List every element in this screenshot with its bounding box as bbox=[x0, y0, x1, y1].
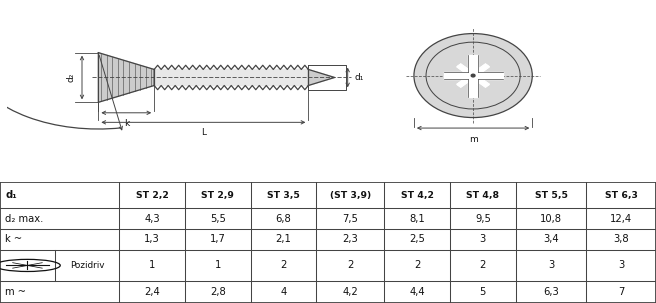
Text: 9,5: 9,5 bbox=[475, 214, 491, 224]
Polygon shape bbox=[98, 53, 154, 102]
Text: 2,5: 2,5 bbox=[409, 234, 425, 245]
Text: ST 4,2: ST 4,2 bbox=[401, 191, 434, 200]
Text: ST 3,5: ST 3,5 bbox=[267, 191, 300, 200]
Text: d₂ max.: d₂ max. bbox=[5, 214, 43, 224]
Polygon shape bbox=[457, 64, 489, 87]
Text: 1: 1 bbox=[149, 260, 155, 271]
Text: k ~: k ~ bbox=[5, 234, 22, 245]
Text: 2: 2 bbox=[280, 260, 287, 271]
Polygon shape bbox=[308, 69, 335, 85]
Text: 2,3: 2,3 bbox=[342, 234, 358, 245]
Polygon shape bbox=[468, 55, 478, 97]
Text: 3,4: 3,4 bbox=[543, 234, 559, 245]
Text: 5,5: 5,5 bbox=[210, 214, 226, 224]
Text: d₂: d₂ bbox=[66, 73, 75, 82]
Text: 4: 4 bbox=[280, 287, 287, 297]
Text: Pozidriv: Pozidriv bbox=[70, 261, 104, 270]
Circle shape bbox=[471, 74, 475, 77]
Text: 3: 3 bbox=[618, 260, 625, 271]
Text: 3: 3 bbox=[480, 234, 486, 245]
Polygon shape bbox=[457, 64, 489, 87]
Text: 4,2: 4,2 bbox=[342, 287, 358, 297]
Circle shape bbox=[426, 42, 520, 109]
Text: 6,3: 6,3 bbox=[543, 287, 559, 297]
Text: 5: 5 bbox=[480, 287, 486, 297]
Text: 2,4: 2,4 bbox=[144, 287, 160, 297]
Text: L: L bbox=[201, 128, 206, 137]
Text: 6,8: 6,8 bbox=[276, 214, 291, 224]
Text: 3,8: 3,8 bbox=[613, 234, 629, 245]
Text: 8,1: 8,1 bbox=[409, 214, 425, 224]
Text: 2,1: 2,1 bbox=[276, 234, 291, 245]
Text: 3: 3 bbox=[548, 260, 554, 271]
Circle shape bbox=[414, 34, 532, 118]
Text: ST 4,8: ST 4,8 bbox=[466, 191, 499, 200]
Text: m ~: m ~ bbox=[5, 287, 26, 297]
Polygon shape bbox=[457, 64, 489, 87]
Text: d₁: d₁ bbox=[5, 190, 17, 200]
Text: 4,4: 4,4 bbox=[409, 287, 425, 297]
Polygon shape bbox=[457, 64, 489, 87]
Text: 12,4: 12,4 bbox=[610, 214, 632, 224]
Text: 10,8: 10,8 bbox=[540, 214, 562, 224]
Text: ST 2,2: ST 2,2 bbox=[136, 191, 169, 200]
Text: 1,3: 1,3 bbox=[144, 234, 160, 245]
Text: ST 5,5: ST 5,5 bbox=[535, 191, 567, 200]
Text: 1: 1 bbox=[215, 260, 221, 271]
Text: 2: 2 bbox=[347, 260, 354, 271]
Text: 7,5: 7,5 bbox=[342, 214, 358, 224]
Text: ST 2,9: ST 2,9 bbox=[201, 191, 234, 200]
Text: 2: 2 bbox=[414, 260, 420, 271]
Text: d₁: d₁ bbox=[354, 73, 364, 82]
Text: 1,7: 1,7 bbox=[210, 234, 226, 245]
Text: k: k bbox=[123, 118, 129, 128]
Text: m: m bbox=[469, 135, 478, 144]
Polygon shape bbox=[154, 69, 308, 85]
Text: 7: 7 bbox=[618, 287, 625, 297]
Text: 2: 2 bbox=[480, 260, 486, 271]
Text: 4,3: 4,3 bbox=[144, 214, 160, 224]
Polygon shape bbox=[443, 72, 502, 79]
Text: 2,8: 2,8 bbox=[210, 287, 226, 297]
Text: (ST 3,9): (ST 3,9) bbox=[330, 191, 371, 200]
Text: ST 6,3: ST 6,3 bbox=[605, 191, 638, 200]
